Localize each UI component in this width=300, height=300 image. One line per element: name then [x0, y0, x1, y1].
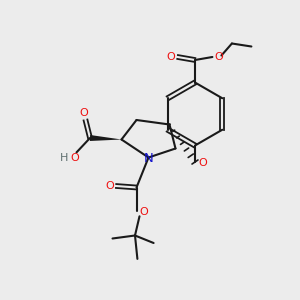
Text: H: H — [60, 153, 68, 164]
Text: O: O — [140, 207, 148, 218]
Text: O: O — [80, 107, 88, 118]
Text: O: O — [198, 158, 207, 169]
Text: O: O — [70, 153, 80, 164]
Text: N: N — [144, 152, 154, 165]
Text: O: O — [214, 52, 224, 62]
Text: O: O — [167, 52, 176, 62]
Text: O: O — [105, 181, 114, 191]
Polygon shape — [90, 135, 122, 141]
